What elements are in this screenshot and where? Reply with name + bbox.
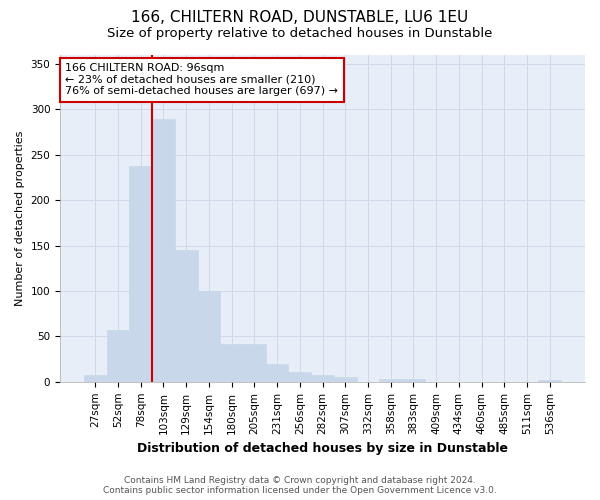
Bar <box>311 376 334 382</box>
Bar <box>379 379 402 382</box>
Bar <box>538 380 561 382</box>
Bar <box>243 344 266 382</box>
Text: Size of property relative to detached houses in Dunstable: Size of property relative to detached ho… <box>107 28 493 40</box>
Bar <box>107 330 130 382</box>
Y-axis label: Number of detached properties: Number of detached properties <box>15 130 25 306</box>
Bar <box>266 364 289 382</box>
Bar <box>220 344 243 382</box>
Bar <box>175 250 197 382</box>
X-axis label: Distribution of detached houses by size in Dunstable: Distribution of detached houses by size … <box>137 442 508 455</box>
Bar <box>334 378 356 382</box>
Text: 166 CHILTERN ROAD: 96sqm
← 23% of detached houses are smaller (210)
76% of semi-: 166 CHILTERN ROAD: 96sqm ← 23% of detach… <box>65 63 338 96</box>
Bar <box>152 118 175 382</box>
Bar <box>402 379 425 382</box>
Text: Contains HM Land Registry data © Crown copyright and database right 2024.
Contai: Contains HM Land Registry data © Crown c… <box>103 476 497 495</box>
Bar <box>197 291 220 382</box>
Bar <box>84 374 107 382</box>
Bar <box>289 372 311 382</box>
Text: 166, CHILTERN ROAD, DUNSTABLE, LU6 1EU: 166, CHILTERN ROAD, DUNSTABLE, LU6 1EU <box>131 10 469 25</box>
Bar <box>130 166 152 382</box>
